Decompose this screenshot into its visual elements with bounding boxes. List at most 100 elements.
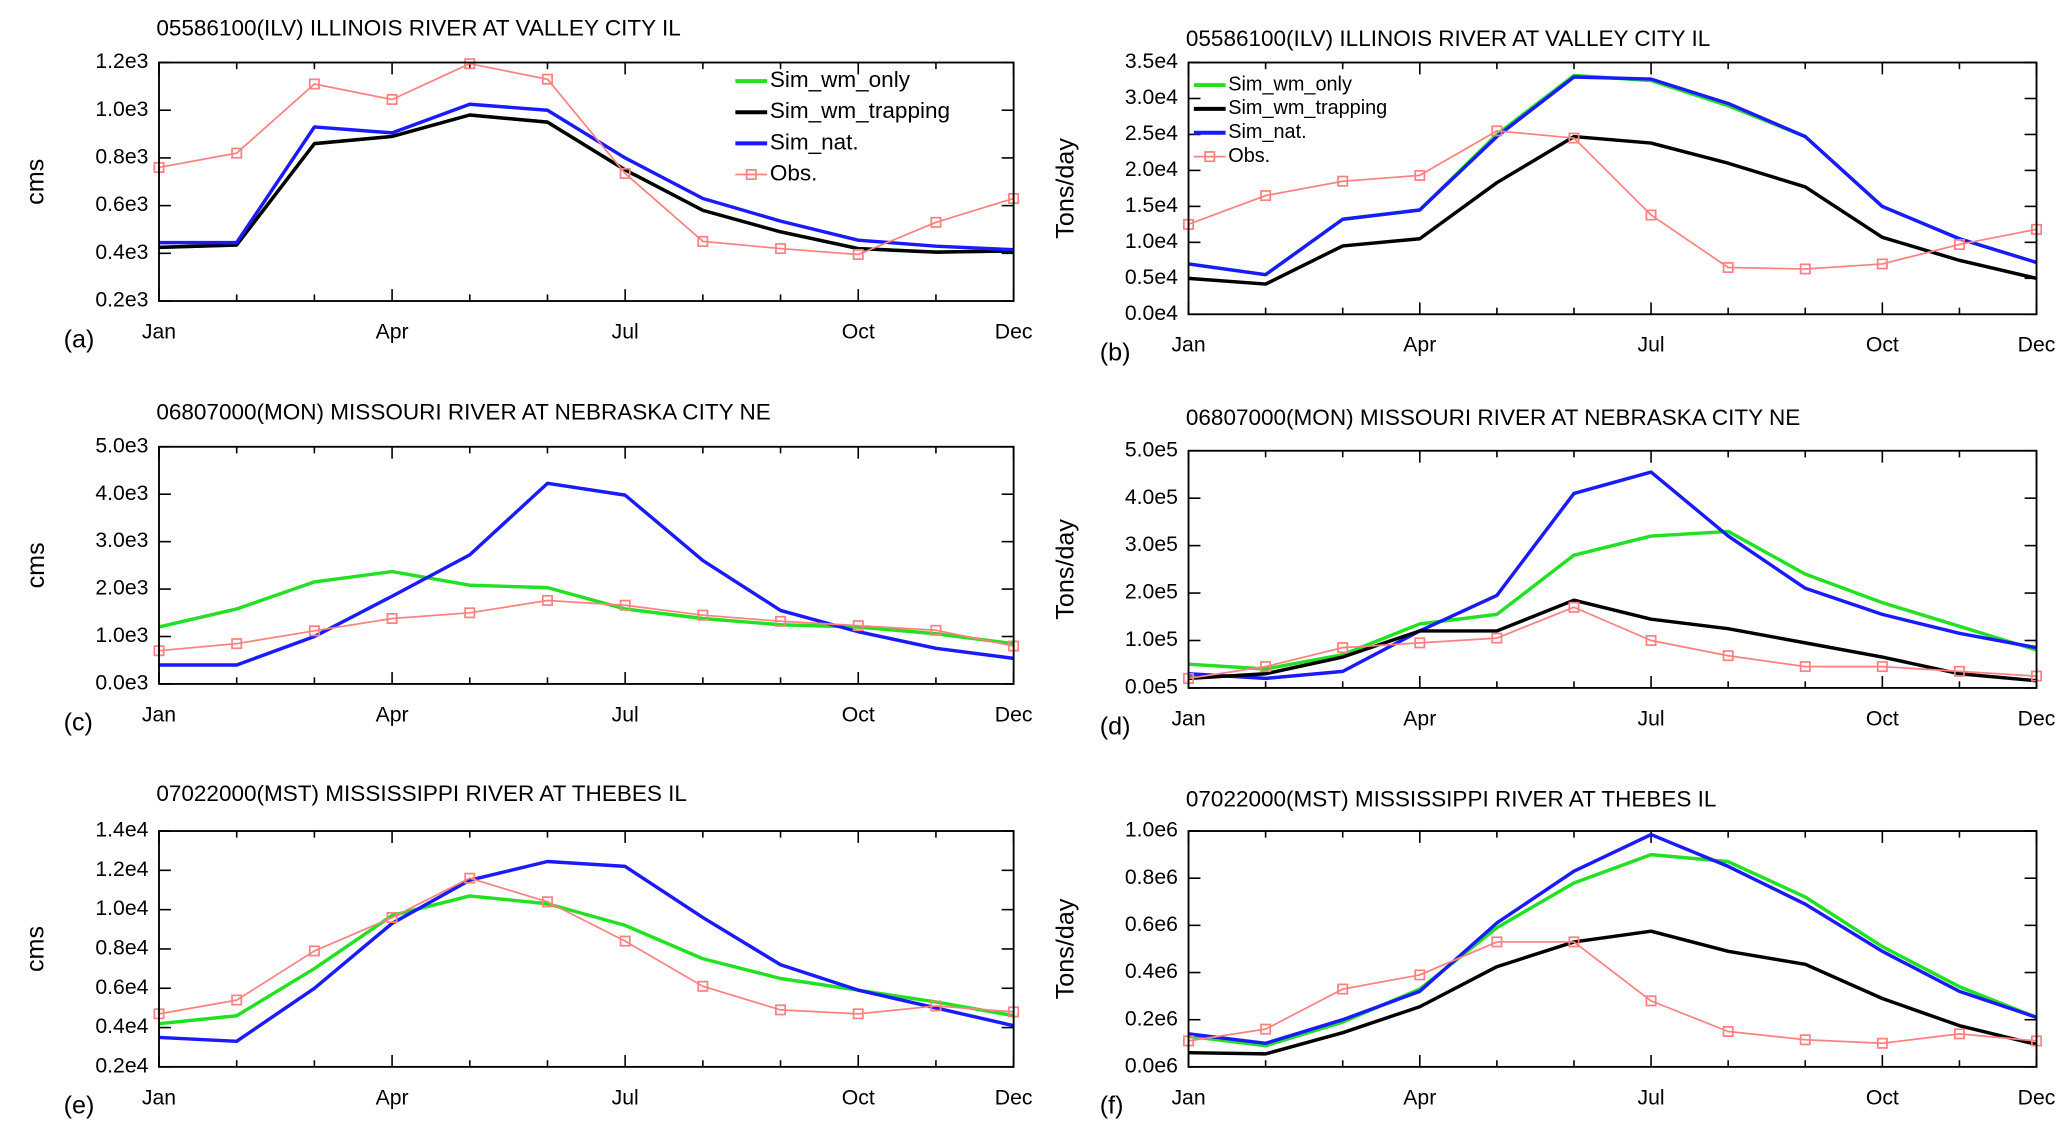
series-line (1188, 470, 2037, 681)
x-tick-label: Dec (2018, 334, 2056, 357)
series-line (1188, 832, 2038, 1046)
marker (1645, 995, 1657, 1007)
x-tick-label: Oct (842, 320, 875, 343)
y-tick-label: 0.4e4 (95, 1015, 148, 1038)
marker (1414, 169, 1426, 181)
marker (464, 607, 476, 619)
series-line (1188, 134, 2037, 286)
marker (775, 243, 787, 255)
chart-title: 07022000(MST) MISSISSIPPI RIVER AT THEBE… (156, 781, 687, 806)
x-tick-label: Apr (1403, 334, 1436, 357)
plot-frame (1187, 61, 2038, 316)
series-line (1188, 529, 2038, 671)
plot-frame (1187, 449, 2038, 689)
panel: 05586100(ILV) ILLINOIS RIVER AT VALLEY C… (22, 15, 1033, 353)
chart-title: 06807000(MON) MISSOURI RIVER AT NEBRASKA… (1186, 405, 1800, 430)
marker (386, 612, 398, 624)
marker (541, 594, 553, 606)
x-tick-label: Jul (1638, 334, 1665, 357)
panel-label: (a) (64, 325, 95, 353)
y-tick-label: 1.0e4 (95, 897, 148, 920)
series-line (1188, 75, 2038, 277)
legend-label: Obs. (1228, 145, 1270, 167)
y-tick-label: 0.2e4 (95, 1054, 148, 1077)
y-tick-label: 1.0e6 (1125, 819, 1178, 842)
marker (1645, 209, 1657, 221)
panel: 05586100(ILV) ILLINOIS RIVER AT VALLEY C… (1051, 26, 2055, 367)
y-tick-label: 0.4e6 (1125, 960, 1178, 983)
x-tick-label: Apr (376, 703, 409, 726)
panel-label: (c) (64, 708, 93, 736)
marker (1568, 601, 1580, 613)
plot-frame (158, 445, 1015, 685)
marker (697, 235, 709, 247)
y-tick-label: 0.8e4 (95, 937, 148, 960)
marker (1799, 1034, 1811, 1046)
series-line (1188, 929, 2037, 1056)
x-tick-label: Jul (1638, 1086, 1665, 1109)
marker (775, 1004, 787, 1016)
x-tick-label: Jan (142, 703, 176, 726)
y-tick-label: 0.2e6 (1125, 1007, 1178, 1030)
marker (231, 994, 243, 1006)
legend-label: Sim_wm_trapping (1228, 97, 1387, 119)
x-tick-label: Dec (2018, 707, 2056, 730)
panel: 07022000(MST) MISSISSIPPI RIVER AT THEBE… (22, 781, 1033, 1119)
series-line (158, 877, 1014, 1015)
x-tick-label: Oct (1866, 1086, 1899, 1109)
series-line (159, 481, 1014, 667)
legend-label: Sim_wm_only (1228, 73, 1352, 95)
y-tick-label: 0.8e3 (95, 146, 148, 169)
marker (1953, 239, 1965, 251)
y-axis-label: Tons/day (1051, 519, 1079, 620)
legend-label: Sim_wm_trapping (770, 98, 950, 123)
marker (1722, 262, 1734, 274)
x-tick-label: Jan (1171, 1086, 1205, 1109)
y-axis-label: cms (22, 926, 50, 972)
marker (619, 167, 631, 179)
panel-label: (f) (1100, 1091, 1124, 1119)
marker (231, 638, 243, 650)
marker (231, 147, 243, 159)
x-tick-label: Apr (376, 1086, 409, 1109)
marker (1491, 125, 1503, 137)
marker (1414, 637, 1426, 649)
x-tick-label: Oct (1866, 707, 1899, 730)
marker (1491, 936, 1503, 948)
marker (697, 609, 709, 621)
y-axis-label: Tons/day (1051, 138, 1079, 239)
marker (308, 78, 320, 90)
y-tick-label: 3.0e4 (1125, 86, 1178, 109)
series-line (1188, 852, 2038, 1048)
legend-label: Sim_nat. (770, 129, 859, 154)
marker (1876, 1037, 1888, 1049)
y-tick-label: 1.2e4 (95, 858, 148, 881)
x-tick-label: Dec (995, 320, 1033, 343)
x-tick-label: Dec (995, 703, 1033, 726)
x-tick-label: Dec (995, 1086, 1033, 1109)
y-tick-label: 3.0e5 (1125, 533, 1178, 556)
y-tick-label: 2.0e5 (1125, 581, 1178, 604)
y-tick-label: 0.2e3 (95, 289, 148, 312)
x-tick-label: Jan (1171, 707, 1205, 730)
marker (619, 935, 631, 947)
y-tick-label: 0.5e4 (1125, 266, 1178, 289)
x-tick-label: Jan (142, 320, 176, 343)
y-tick-label: 1.0e3 (95, 98, 148, 121)
panel-label: (d) (1100, 712, 1131, 740)
x-tick-label: Oct (1866, 334, 1899, 357)
y-tick-label: 2.0e4 (1125, 158, 1178, 181)
legend-label: Sim_wm_only (770, 67, 911, 92)
y-tick-label: 0.6e6 (1125, 913, 1178, 936)
panel-label: (b) (1100, 339, 1131, 367)
series-line (1188, 598, 2037, 683)
x-tick-label: Apr (376, 320, 409, 343)
marker (930, 1000, 942, 1012)
y-tick-label: 0.4e3 (95, 241, 148, 264)
marker (852, 1008, 864, 1020)
marker (1799, 263, 1811, 275)
legend-label: Obs. (770, 160, 818, 185)
series-line (158, 62, 1014, 256)
